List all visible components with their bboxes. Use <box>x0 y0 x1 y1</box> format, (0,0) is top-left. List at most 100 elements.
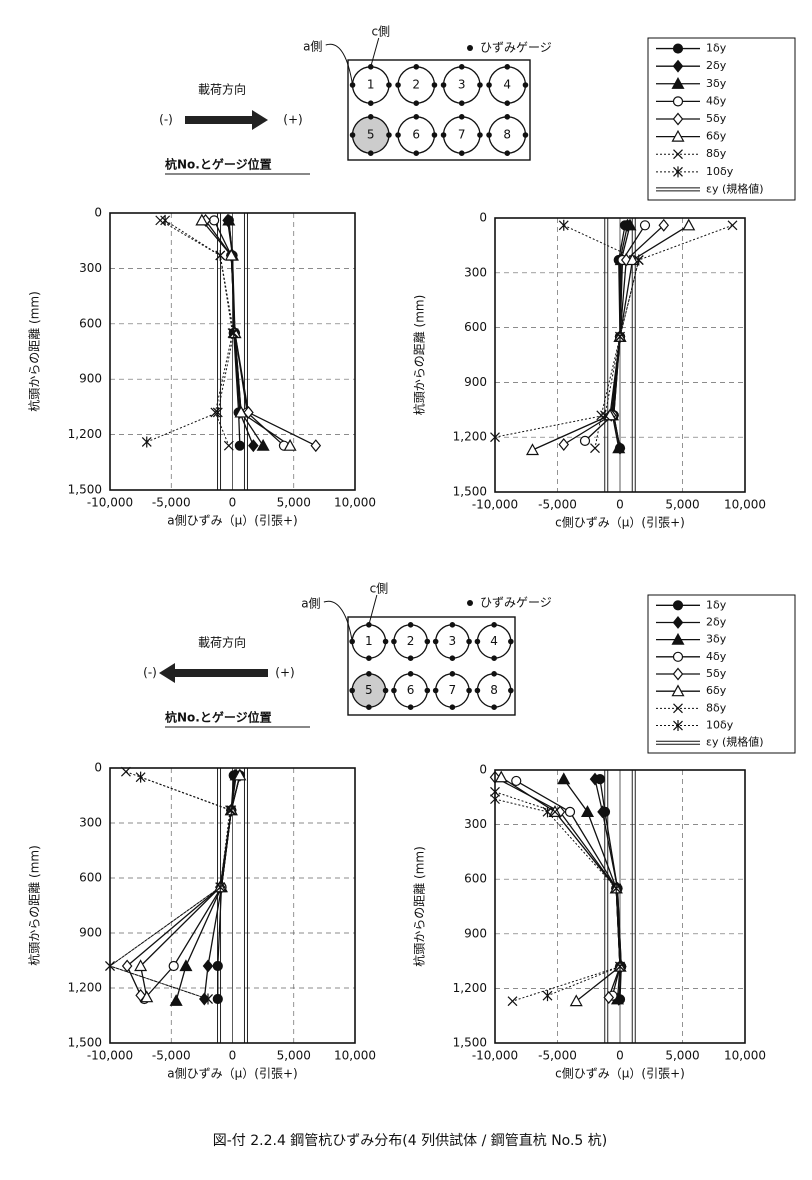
gauge-dot <box>449 655 456 661</box>
gauge-dot <box>522 82 529 88</box>
marker <box>228 327 239 339</box>
marker <box>256 438 270 451</box>
gauge-dot <box>382 687 389 694</box>
gauge-dot <box>424 687 431 694</box>
marker <box>673 720 683 732</box>
y-axis-label: 杭頭からの距離 (mm) <box>412 846 427 967</box>
marker <box>558 219 569 231</box>
marker <box>234 440 245 451</box>
legend-label: 6δy <box>706 684 727 697</box>
marker <box>558 438 570 451</box>
x-tick-label: 10,000 <box>334 496 376 510</box>
legend-box <box>647 37 796 201</box>
marker <box>202 959 214 973</box>
y-tick-label: 600 <box>79 871 102 885</box>
gauge-dot <box>386 132 392 138</box>
gauge-dot <box>458 114 465 120</box>
marker <box>671 684 685 697</box>
marker <box>672 59 684 73</box>
callout <box>325 43 354 86</box>
x-tick-label: -10,000 <box>87 496 133 510</box>
gauge-dot <box>491 704 497 710</box>
marker <box>615 331 625 343</box>
y-tick-label: 1,200 <box>68 427 102 441</box>
x-tick-label: -10,000 <box>472 1049 518 1063</box>
pile-number: 8 <box>490 683 498 697</box>
legend-label: 8δy <box>706 147 727 160</box>
legend-label: 3δy <box>706 77 727 90</box>
marker <box>597 805 608 819</box>
legend-label: 1δy <box>706 42 727 55</box>
direction-label: 載荷方向 <box>198 82 246 97</box>
pile-number: 1 <box>365 634 373 648</box>
marker <box>672 667 684 681</box>
marker <box>672 43 684 54</box>
y-tick-label: 1,500 <box>453 485 487 499</box>
marker <box>596 410 607 421</box>
y-tick-label: 1,500 <box>68 483 102 497</box>
gauge-legend-dot <box>467 45 473 51</box>
y-axis-label: 杭頭からの距離 (mm) <box>27 291 42 412</box>
marker <box>226 804 237 816</box>
y-tick-label: 1,200 <box>68 981 102 995</box>
y-tick-label: 0 <box>479 763 487 777</box>
marker <box>615 961 625 973</box>
gauge-dot <box>449 622 456 628</box>
marker <box>248 439 259 453</box>
marker <box>542 806 553 818</box>
gauge-dot <box>477 82 483 88</box>
gauge-dot <box>366 704 372 710</box>
x-tick-label: 0 <box>229 496 237 510</box>
y-tick-label: 0 <box>94 206 102 220</box>
y-axis-label: 杭頭からの距離 (mm) <box>412 295 427 416</box>
legend-label: 4δy <box>706 94 727 107</box>
marker <box>590 443 600 454</box>
x-tick-label: 5,000 <box>665 498 699 512</box>
gauge-dot <box>491 622 497 628</box>
x-tick-label: -5,000 <box>152 496 191 510</box>
pile-number: 8 <box>503 128 511 142</box>
marker <box>223 440 234 451</box>
gauge-dot <box>431 82 438 88</box>
marker <box>589 772 601 786</box>
gauge-dot <box>432 687 439 694</box>
marker <box>203 993 213 1005</box>
pile-number: 2 <box>412 78 420 92</box>
marker <box>169 994 183 1006</box>
marker <box>672 96 684 107</box>
gauge-dot <box>504 100 511 106</box>
x-tick-label: 5,000 <box>665 1049 699 1063</box>
pile-number: 6 <box>412 128 420 142</box>
gauge-dot <box>366 655 372 661</box>
gauge-dot <box>491 655 497 661</box>
legend-label: 1δy <box>706 598 727 611</box>
marker <box>673 166 683 178</box>
series-line <box>108 776 232 1000</box>
gauge-dot <box>349 687 355 694</box>
gauge-dot <box>395 132 401 138</box>
y-tick-label: 0 <box>94 761 102 775</box>
x-axis-label: a側ひずみ（μ）(引張+) <box>167 514 297 528</box>
x-axis-label: c側ひずみ（μ）(引張+) <box>555 516 685 530</box>
marker <box>600 409 610 421</box>
x-tick-label: 0 <box>229 1049 237 1063</box>
gauge-dot <box>466 687 472 694</box>
marker <box>612 441 626 454</box>
legend-label: 8δy <box>706 701 727 714</box>
gauge-dot <box>508 638 514 645</box>
y-tick-label: 0 <box>479 211 487 225</box>
gauge-dot <box>367 114 374 120</box>
gauge-legend-dot <box>467 600 473 606</box>
minus-label: (-) <box>143 666 157 680</box>
pile-number: 4 <box>490 634 498 648</box>
gauge-dot <box>386 82 392 88</box>
marker <box>672 616 684 629</box>
gauge-dot <box>458 100 465 106</box>
gauge-dot <box>424 638 431 645</box>
gauge-dot <box>458 64 465 70</box>
gauge-dot <box>504 64 511 70</box>
marker <box>639 220 651 231</box>
marker <box>580 805 595 817</box>
callout <box>370 37 380 67</box>
gauge-dot <box>504 150 511 156</box>
